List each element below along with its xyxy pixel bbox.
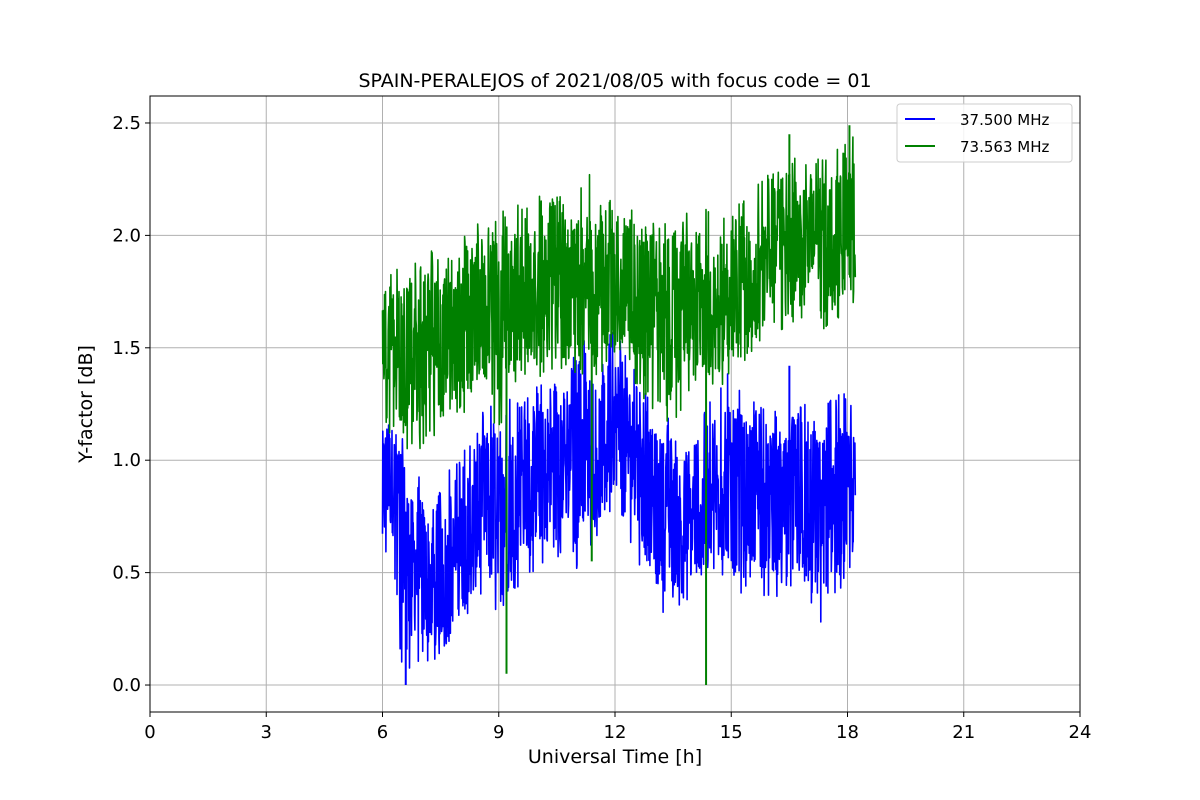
legend-label-73mhz: 73.563 MHz xyxy=(960,138,1049,156)
x-tick-label: 3 xyxy=(261,722,272,743)
x-tick-label: 21 xyxy=(952,722,975,743)
y-tick-label: 2.0 xyxy=(112,225,141,246)
x-axis-label: Universal Time [h] xyxy=(528,746,702,768)
y-tick-label: 0.0 xyxy=(112,675,141,696)
y-tick-label: 1.5 xyxy=(112,338,141,359)
series-line-1 xyxy=(381,136,857,450)
x-tick-label: 24 xyxy=(1069,722,1092,743)
x-tick-label: 0 xyxy=(144,722,155,743)
tick-layer: 0 3 6 9 12 15 18 21 24 0.0 0.5 1.0 1.5 2.0 2.5 xyxy=(112,113,1091,743)
x-tick-label: 6 xyxy=(377,722,388,743)
y-tick-label: 1.0 xyxy=(112,450,141,471)
x-tick-label: 15 xyxy=(720,722,743,743)
legend-box xyxy=(896,103,1073,163)
data-layer xyxy=(381,125,857,686)
x-tick-label: 12 xyxy=(604,722,627,743)
chart-title: SPAIN-PERALEJOS of 2021/08/05 with focus… xyxy=(358,70,871,92)
legend-label-37mhz: 37.500 MHz xyxy=(960,111,1049,129)
legend: 37.500 MHz 73.563 MHz xyxy=(896,103,1073,163)
series-line-0 xyxy=(381,331,857,669)
y-axis-label: Y-factor [dB] xyxy=(75,345,97,464)
x-tick-label: 9 xyxy=(493,722,504,743)
y-tick-label: 2.5 xyxy=(112,113,141,134)
x-tick-label: 18 xyxy=(836,722,859,743)
y-tick-label: 0.5 xyxy=(112,563,141,584)
